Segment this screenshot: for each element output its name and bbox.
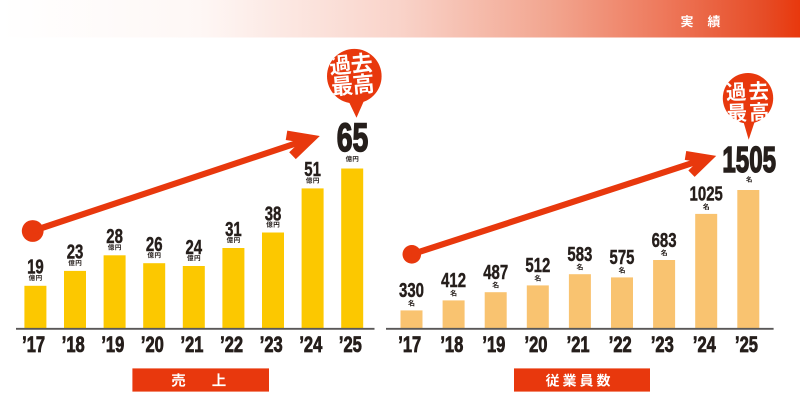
svg-text:’17: ’17: [398, 333, 421, 358]
svg-text:683: 683: [652, 229, 677, 252]
svg-text:’23: ’23: [651, 333, 674, 358]
svg-text:’20: ’20: [141, 333, 164, 358]
svg-text:’24: ’24: [299, 333, 322, 358]
svg-text:’21: ’21: [567, 333, 590, 358]
svg-text:’24: ’24: [693, 333, 716, 358]
svg-text:31: 31: [225, 218, 242, 241]
svg-text:’22: ’22: [220, 333, 243, 358]
svg-text:’21: ’21: [181, 333, 204, 358]
svg-text:412: 412: [441, 269, 466, 292]
svg-text:’25: ’25: [735, 333, 758, 358]
svg-text:’17: ’17: [22, 333, 45, 358]
svg-text:1025: 1025: [690, 182, 723, 205]
svg-text:’23: ’23: [260, 333, 283, 358]
svg-text:65: 65: [337, 116, 369, 160]
svg-text:’18: ’18: [62, 333, 85, 358]
svg-text:19: 19: [27, 255, 44, 278]
svg-text:26: 26: [146, 233, 163, 256]
svg-text:512: 512: [525, 254, 550, 277]
svg-text:330: 330: [399, 279, 424, 302]
svg-text:’25: ’25: [339, 333, 362, 358]
svg-text:’18: ’18: [440, 333, 463, 358]
svg-text:’20: ’20: [525, 333, 548, 358]
svg-text:38: 38: [265, 202, 282, 225]
svg-text:’19: ’19: [101, 333, 124, 358]
svg-text:’19: ’19: [482, 333, 505, 358]
svg-text:487: 487: [483, 261, 508, 284]
svg-text:23: 23: [67, 240, 84, 263]
svg-text:583: 583: [567, 243, 592, 266]
svg-text:’22: ’22: [609, 333, 632, 358]
svg-text:1505: 1505: [722, 139, 776, 180]
svg-text:28: 28: [106, 225, 123, 248]
svg-text:24: 24: [185, 236, 202, 259]
svg-text:575: 575: [610, 246, 635, 269]
svg-text:51: 51: [304, 158, 321, 181]
